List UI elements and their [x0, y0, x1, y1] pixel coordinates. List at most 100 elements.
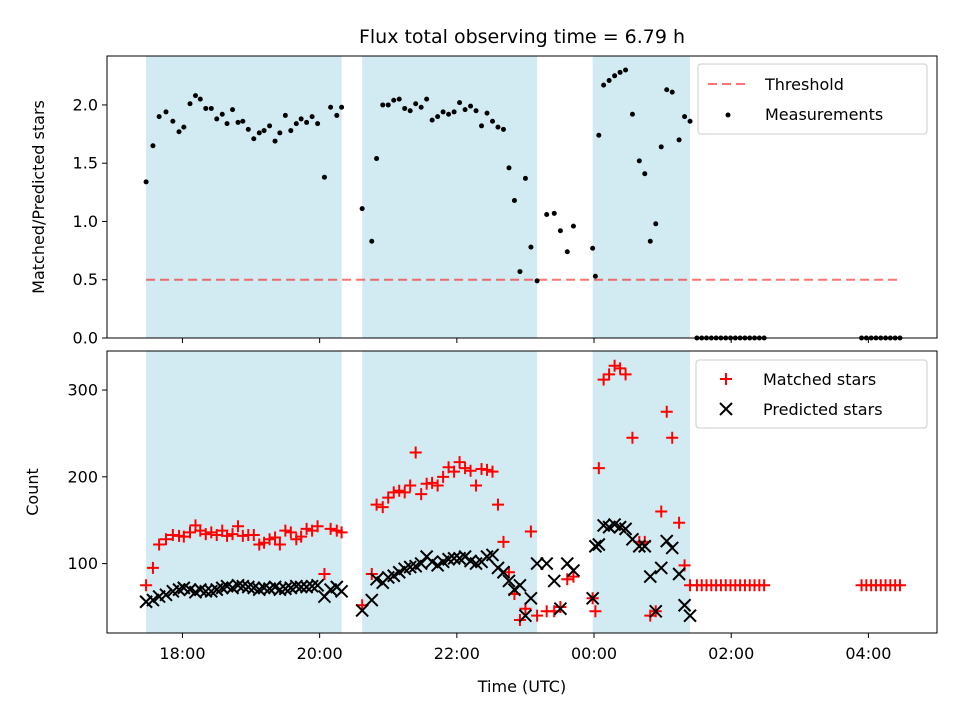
x-tick-label: 20:00: [297, 644, 343, 663]
measurement-point: [396, 96, 402, 102]
matched-star-marker: [393, 484, 406, 497]
x-tick-label: 04:00: [845, 644, 891, 663]
top-y-tick-label: 0.0: [73, 329, 98, 348]
matched-star-marker: [205, 526, 218, 539]
matched-star-marker: [486, 465, 499, 478]
predicted-star-marker: [530, 556, 544, 571]
predicted-star-marker: [672, 567, 686, 581]
matched-star-marker: [470, 479, 483, 492]
predicted-star-marker: [539, 556, 554, 571]
measurement-point: [374, 156, 380, 162]
predicted-star-marker: [257, 581, 271, 595]
x-tick-label: 00:00: [571, 644, 617, 663]
measurement-point: [495, 124, 501, 130]
top-y-axis: 0.0 0.5 1.0 1.5 2.0: [73, 95, 107, 348]
measurement-point: [339, 104, 345, 110]
measurement-point: [511, 197, 517, 203]
legend-measurements-swatch: [725, 112, 731, 118]
matched-star-marker: [481, 463, 494, 476]
measurement-point: [468, 103, 474, 109]
legend-threshold-label: Threshold: [764, 75, 844, 94]
matched-star-marker: [619, 368, 632, 381]
measurement-point: [298, 116, 304, 122]
measurement-point: [288, 128, 294, 134]
top-plot-frame: [106, 55, 938, 339]
matched-star-marker: [589, 605, 602, 618]
measurement-point: [380, 102, 386, 108]
matched-star-marker: [177, 530, 190, 543]
x-axis-label: Time (UTC): [477, 677, 566, 696]
measurement-point: [653, 221, 659, 227]
matched-star-marker: [655, 505, 668, 518]
predicted-star-marker: [618, 522, 633, 536]
predicted-star-marker: [649, 604, 663, 619]
predicted-star-marker: [403, 560, 417, 574]
matched-star-marker: [295, 530, 308, 543]
measurement-point: [564, 249, 570, 255]
measurement-point: [385, 102, 391, 108]
top-legend: Threshold Measurements: [697, 63, 928, 135]
top-x-ticks: [181, 338, 869, 343]
predicted-star-marker: [355, 603, 369, 618]
measurement-point: [557, 228, 563, 234]
matched-star-marker: [673, 516, 686, 529]
measurement-point: [424, 96, 430, 102]
measurement-point: [642, 171, 648, 177]
matched-star-marker: [318, 567, 331, 580]
top-y-axis-label: Matched/Predicted stars: [29, 100, 48, 294]
matched-star-marker: [614, 362, 627, 375]
measurement-point: [522, 175, 528, 181]
matched-star-marker: [199, 528, 212, 541]
predicted-star-marker: [289, 579, 304, 593]
predicted-star-marker: [236, 579, 250, 593]
measurement-point: [590, 245, 596, 251]
measurement-point: [473, 108, 479, 114]
measurement-point: [230, 107, 236, 113]
matched-star-marker: [415, 488, 428, 501]
observing-window-top-1: [362, 56, 538, 338]
predicted-star-marker: [241, 580, 256, 594]
matched-star-marker: [159, 533, 172, 546]
matched-star-marker: [626, 431, 639, 444]
measurement-point: [156, 114, 162, 120]
measurement-point: [506, 165, 512, 171]
measurement-point: [500, 126, 506, 132]
predicted-star-marker: [566, 563, 581, 578]
predicted-star-marker: [683, 608, 697, 623]
measurement-point: [544, 211, 550, 217]
matched-star-marker: [524, 525, 537, 538]
measurement-point: [369, 238, 375, 244]
matched-star-marker: [184, 526, 196, 539]
matched-star-marker: [666, 431, 679, 444]
legend-predicted-swatch: [719, 402, 733, 416]
legend-measurements-label: Measurements: [765, 105, 883, 124]
measurement-point: [669, 89, 675, 95]
measurement-point: [601, 82, 607, 88]
matched-star-marker: [273, 538, 286, 551]
matched-star-marker: [153, 538, 166, 551]
measurement-point: [150, 143, 156, 149]
predicted-star-marker: [643, 569, 657, 584]
measurement-point: [570, 223, 576, 229]
predicted-star-marker: [146, 593, 160, 607]
measurement-point: [490, 118, 496, 124]
matched-star-marker: [146, 561, 159, 574]
predicted-star-marker: [441, 552, 456, 566]
matched-star-marker: [226, 528, 239, 541]
matched-star-marker: [453, 456, 466, 469]
measurement-point: [592, 273, 598, 279]
measurement-point: [402, 105, 408, 111]
measurement-point: [440, 109, 446, 115]
measurement-point: [181, 124, 187, 130]
matched-star-marker: [284, 526, 297, 539]
matched-star-marker: [491, 498, 504, 511]
matched-star-marker: [324, 522, 337, 535]
measurement-point: [629, 111, 635, 117]
measurement-point: [682, 114, 688, 120]
x-tick-label: 02:00: [708, 644, 754, 663]
predicted-star-marker: [369, 572, 384, 586]
matched-star-marker: [592, 462, 605, 475]
predicted-star-marker: [273, 582, 287, 597]
measurement-point: [143, 179, 149, 185]
predicted-star-marker: [496, 565, 511, 579]
